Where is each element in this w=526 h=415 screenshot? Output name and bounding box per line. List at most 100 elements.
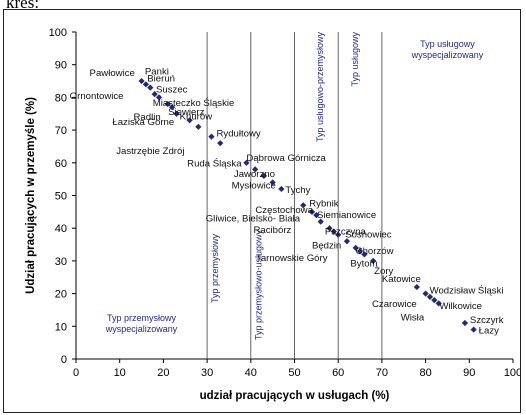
point-label: Jaworzno [234,169,275,180]
point-label: Tarnowskie Góry [256,253,328,264]
y-tick-label: 20 [55,289,67,301]
x-axis-title: udział pracujących w usługach (%) [200,390,390,402]
zone-label-service: Typ usługowy [350,32,360,87]
data-point [352,244,359,251]
scatter-chart: 0 10 20 30 40 50 60 70 80 90 100 0 10 20 30 40 50 60 70 80 9… [25,27,520,402]
point-label: Gliwice, Bielsko- Biała [206,214,301,225]
data-point [208,133,215,140]
zone-label-industrial-specialized: Typ przemysłowy [107,313,177,323]
point-label: Pawłowice [90,68,135,79]
x-tick-label: 30 [201,367,213,379]
point-label: Żory [374,266,393,277]
y-tick-label: 30 [55,256,67,268]
data-point [317,218,324,225]
data-point [426,293,434,300]
data-point [155,94,163,101]
point-label: Sosnowiec [345,230,392,241]
data-point [461,319,469,327]
y-tick-label: 40 [55,223,67,235]
data-point [313,212,320,219]
x-tick-label: 40 [245,367,257,379]
zone-label-industrial-specialized: wyspecjalizowany [105,324,178,334]
data-point [260,172,268,179]
point-label: Chorzów [356,246,394,257]
zone-label-service-specialized: wyspecjalizowany [411,50,484,60]
y-tick-label: 10 [55,321,67,333]
zone-label-service-industrial: Typ usługowo-przemysłowy [315,32,325,143]
data-point [195,123,202,130]
data-point [326,225,333,232]
x-tick-label: 0 [73,367,79,379]
point-label: Wilkowice [439,301,482,312]
data-point [361,251,368,258]
point-label: Jastrzębie Zdrój [116,146,184,157]
x-tick-label: 70 [376,367,388,379]
point-label: Katowice [382,274,421,285]
point-label: Łazy [479,326,499,337]
data-point [330,228,337,235]
point-label: Suszec [156,84,188,95]
point-label: Wodzisław Śląski [430,285,504,297]
data-point [147,84,154,91]
data-point [300,202,307,209]
data-point [173,110,180,117]
x-tick-label: 80 [419,367,431,379]
zone-label-service-specialized: Typ usługowy [420,39,475,49]
x-tick-label: 20 [157,367,169,379]
data-point [217,140,224,147]
data-point [269,179,276,186]
data-point [422,290,429,297]
data-point [343,238,351,245]
data-point [252,166,259,173]
y-tick-label: 90 [55,60,67,72]
point-label: Bytom [350,258,377,269]
data-point [278,185,285,193]
data-point [413,283,420,291]
point-label: Racibórz [253,225,291,236]
y-tick-label: 60 [55,158,67,170]
point-label: Wisła [401,312,425,323]
point-label: Pszczyna [325,226,367,237]
y-tick-label: 50 [55,191,67,203]
x-tick-label: 50 [288,367,300,379]
chart-frame: 0 10 20 30 40 50 60 70 80 90 100 0 10 20 30 40 50 60 70 80 9… [3,9,521,413]
data-point [142,81,150,88]
point-label: Radlin [134,112,161,123]
zone-label-industrial: Typ przemysłowy [210,234,220,304]
point-label: Ornontowice [70,91,124,102]
point-label: Miasteczko Śląskie [153,97,235,109]
point-label: Siemianowice [317,210,376,221]
data-point [138,77,145,85]
point-label: Czarowice [372,299,417,310]
point-label: Bieruń [147,74,175,85]
x-tick-label: 90 [463,367,475,379]
point-label: Częstochowa [255,205,313,216]
point-label: Szczyrk [470,315,504,326]
x-tick-label: 100 [504,367,520,379]
data-point [431,297,438,304]
y-tick-label: 100 [49,27,67,39]
y-tick-label: 80 [55,92,67,104]
point-label: Tychy [285,185,310,196]
data-point [435,300,442,307]
point-label: Łaziska Górne [112,117,174,128]
y-tick-label: 70 [55,125,67,137]
x-tick-label: 10 [114,367,126,379]
data-point [370,257,377,264]
data-point [335,231,342,238]
data-point [308,208,316,215]
x-tick-label: 60 [332,367,344,379]
point-label: Panki [145,66,169,77]
data-point [186,117,193,124]
point-label: Knurów [180,111,213,122]
data-point [356,247,364,255]
y-axis-title: Udział pracujących w przemyśle (%) [25,97,37,294]
y-tick-label: 0 [61,354,67,366]
data-point [169,104,176,111]
point-label: Ruda Śląska [187,157,242,169]
point-label: Rybnik [309,198,339,209]
point-label: Dąbrowa Górnicza [246,153,326,164]
data-point [243,159,250,166]
data-point [151,91,158,98]
point-label: Rydułtowy [216,129,260,140]
